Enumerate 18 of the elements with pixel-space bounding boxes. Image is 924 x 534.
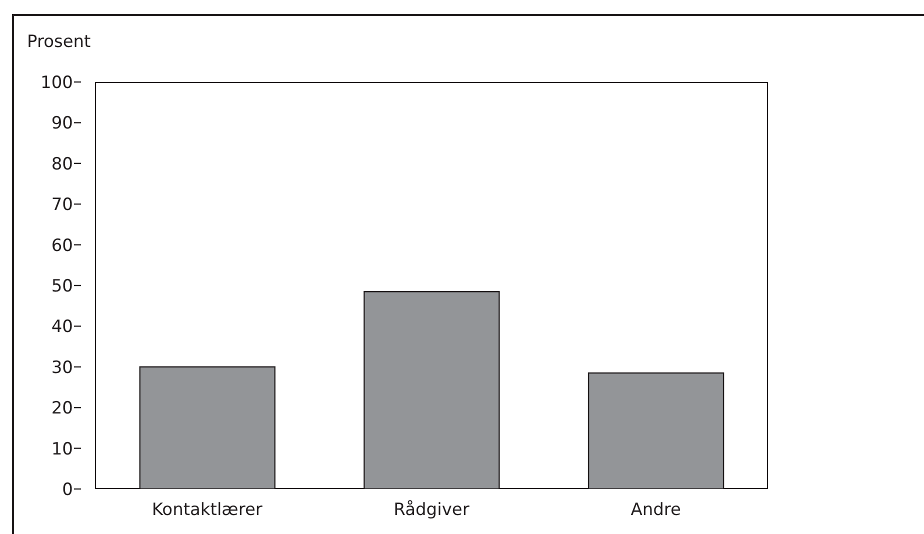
x-tick-label: Rådgiver [394,500,470,520]
x-tick-label: Andre [630,500,681,520]
x-tick-label: Kontaktlærer [152,500,262,520]
y-axis-title: Prosent [27,32,91,52]
y-tick-label: 40 [51,317,73,338]
y-tick-label: 50 [51,276,73,296]
bar [139,366,276,489]
y-tick-label: 30 [51,358,73,378]
y-tick-label: 80 [51,154,73,174]
y-tick-label: 10 [51,439,73,460]
y-tick-label: 90 [51,114,73,134]
y-tick-label: 70 [51,195,73,216]
bar [364,291,500,489]
y-tick-label: 60 [51,236,73,256]
y-tick-label: 20 [51,398,73,419]
y-tick-label: 0 [62,480,73,500]
bar [588,372,724,489]
y-tick-label: 100 [40,73,73,93]
